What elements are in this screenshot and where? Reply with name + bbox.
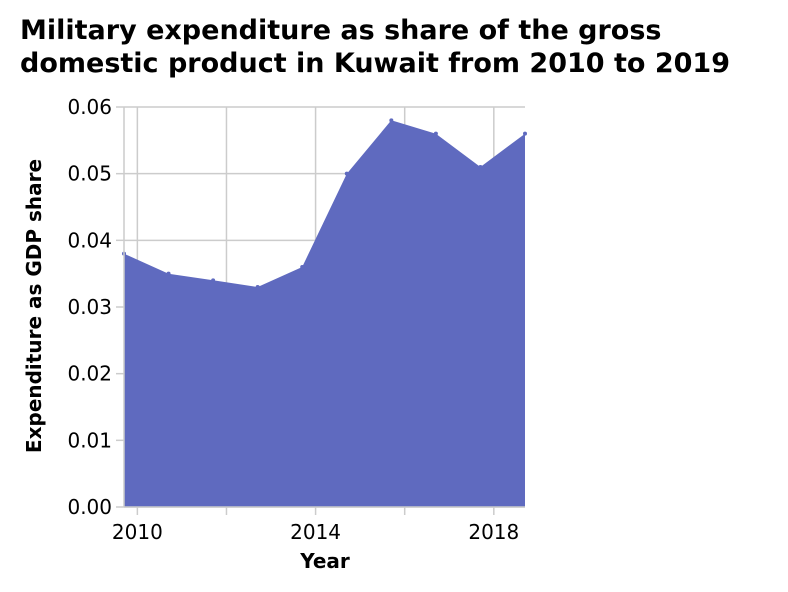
data-point bbox=[344, 171, 349, 176]
chart-title: Military expenditure as share of the gro… bbox=[20, 15, 730, 79]
y-tick-label: 0.02 bbox=[67, 362, 112, 386]
data-point bbox=[523, 131, 527, 136]
y-tick-label: 0.01 bbox=[67, 428, 112, 452]
data-point bbox=[300, 265, 305, 269]
data-point bbox=[211, 278, 216, 283]
y-tick-label: 0.04 bbox=[67, 228, 112, 252]
y-tick-label: 0.05 bbox=[67, 162, 112, 186]
axes: 2010 2014 2018 0.00 0.01 0.02 0.03 0.04 0.05 0.06 bbox=[67, 95, 525, 544]
y-tick-label: 0.00 bbox=[67, 495, 112, 519]
x-tick-label: 2014 bbox=[290, 520, 341, 544]
y-tick-label: 0.03 bbox=[67, 295, 112, 319]
y-axis-title: Expenditure as GDP share bbox=[22, 159, 46, 453]
x-axis-title: Year bbox=[299, 549, 350, 573]
data-point bbox=[255, 285, 260, 289]
y-tick-label: 0.06 bbox=[67, 95, 112, 119]
data-point bbox=[166, 271, 171, 276]
data-point bbox=[389, 118, 394, 123]
plot-area bbox=[122, 118, 527, 508]
data-point bbox=[478, 165, 483, 169]
area-series bbox=[124, 120, 525, 508]
data-point bbox=[433, 131, 438, 136]
x-tick-label: 2018 bbox=[468, 520, 519, 544]
x-tick-label: 2010 bbox=[112, 520, 163, 544]
